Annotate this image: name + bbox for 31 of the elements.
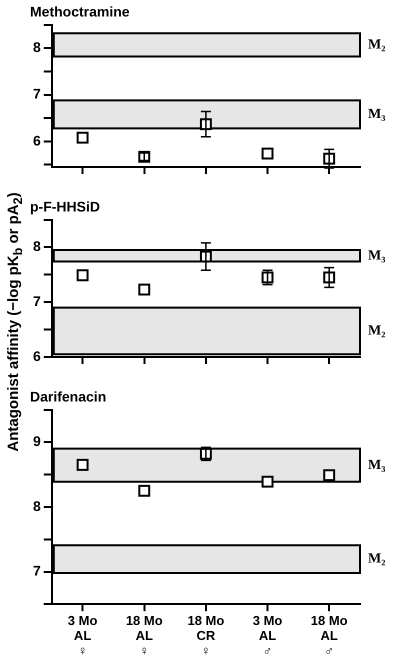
band-label: M₂ — [368, 37, 386, 52]
point — [138, 484, 150, 497]
y-tick-label: 9 — [32, 433, 41, 450]
point — [76, 132, 89, 144]
y-tick-label: 8 — [32, 498, 41, 514]
y-tick-label: 8 — [32, 38, 41, 55]
y-tick-label: 7 — [32, 293, 41, 310]
chart-title: p-F-HHSiD — [30, 198, 100, 214]
band-label: M₃ — [368, 458, 386, 473]
y-tick-label: 6 — [32, 132, 41, 148]
band-label: M₂ — [368, 552, 386, 567]
y-tick-label: 6 — [32, 348, 41, 364]
point — [323, 469, 336, 482]
x-tick-label: 18 Mo AL ♂ — [310, 613, 348, 658]
point — [262, 148, 274, 160]
y-tick-label: 8 — [32, 238, 41, 254]
band-label: M₃ — [368, 106, 386, 122]
chart-title: Darifenacin — [30, 388, 106, 404]
band-label: M₂ — [368, 324, 386, 339]
point — [76, 458, 89, 471]
y-tick-label: 7 — [32, 86, 41, 102]
point — [76, 269, 89, 282]
y-tick-label: 7 — [32, 562, 41, 579]
x-tick-label: 18 Mo AL ♀ — [126, 613, 163, 658]
chart-title: Methoctramine — [30, 3, 130, 20]
point — [138, 284, 150, 296]
x-tick-label: 3 Mo AL ♂ — [252, 613, 282, 658]
point — [262, 476, 274, 488]
x-tick-label: 18 Mo CR ♀ — [187, 613, 224, 658]
band-label: M₃ — [368, 248, 386, 264]
x-tick-label: 3 Mo AL ♀ — [68, 613, 98, 658]
